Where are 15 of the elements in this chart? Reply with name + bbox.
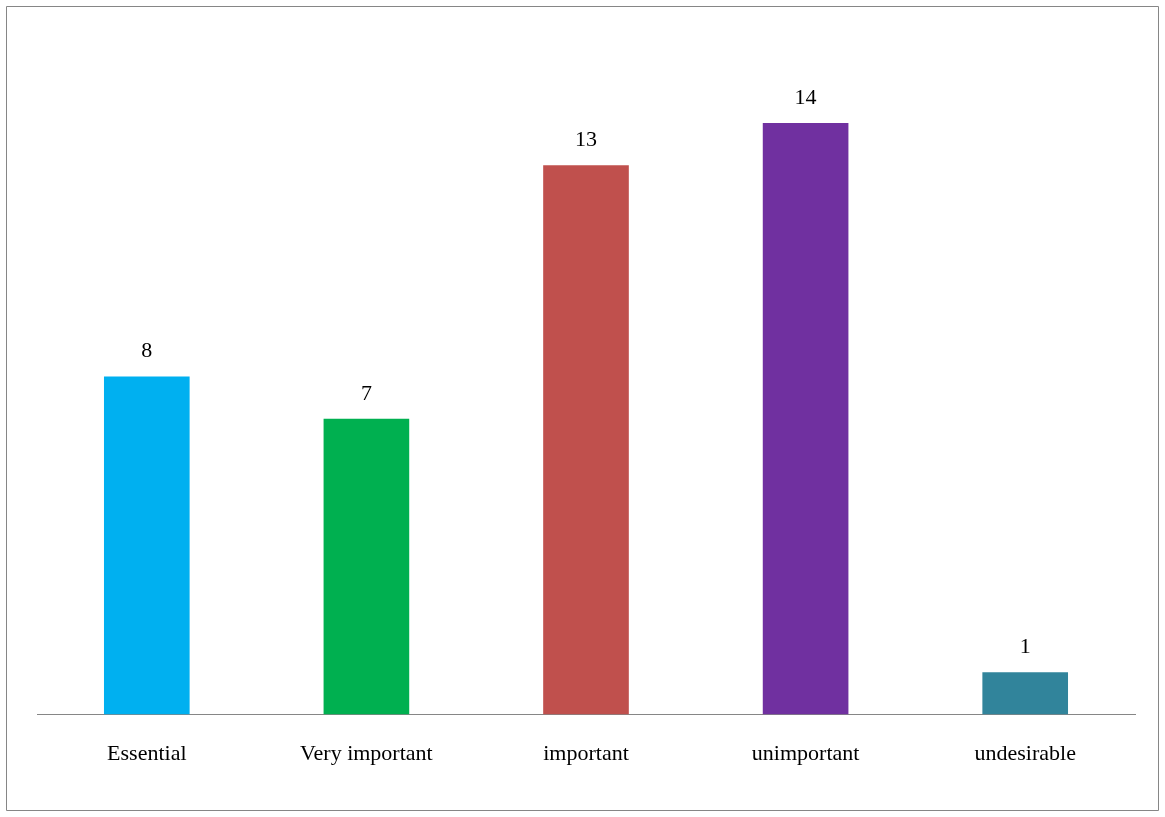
bar bbox=[543, 165, 629, 715]
x-tick-label: Very important bbox=[300, 739, 433, 765]
bar bbox=[103, 376, 190, 715]
bar bbox=[982, 672, 1069, 715]
data-label: 7 bbox=[360, 379, 372, 405]
x-tick-label: important bbox=[543, 739, 629, 765]
bar bbox=[323, 418, 410, 715]
x-tick-label: undesirable bbox=[974, 739, 1076, 765]
bar bbox=[762, 123, 849, 715]
data-label: 13 bbox=[575, 126, 597, 152]
data-label: 14 bbox=[794, 83, 817, 109]
data-label: 1 bbox=[1019, 633, 1031, 659]
data-label: 8 bbox=[141, 337, 153, 363]
x-tick-label: unimportant bbox=[751, 739, 860, 765]
x-tick-label: Essential bbox=[107, 739, 187, 765]
